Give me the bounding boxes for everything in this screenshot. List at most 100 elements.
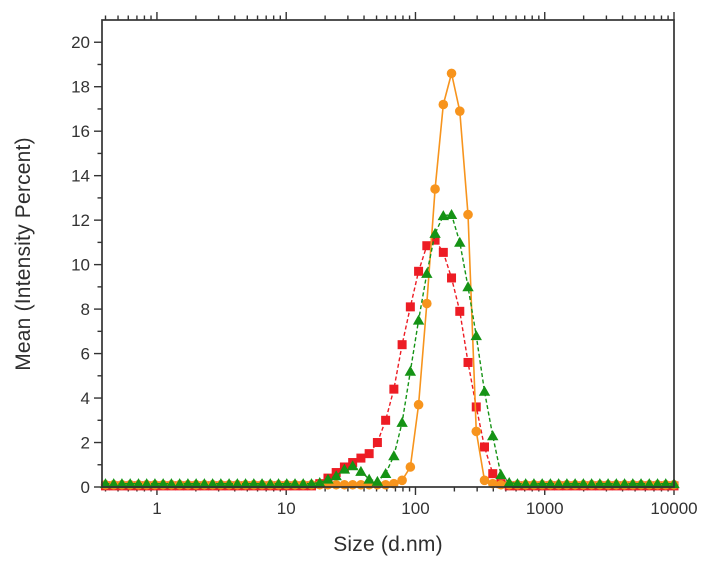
data-point (231, 478, 244, 489)
data-point (437, 210, 450, 221)
data-point (372, 438, 382, 448)
data-point (660, 478, 672, 489)
data-point (165, 478, 178, 489)
x-tick-label: 1000 (526, 499, 564, 518)
data-point (389, 478, 399, 489)
data-point (478, 385, 491, 396)
data-point (272, 478, 285, 489)
data-point (281, 478, 293, 489)
data-point (536, 478, 548, 489)
y-tick-label: 12 (71, 211, 90, 230)
data-point (116, 478, 128, 489)
data-point (635, 478, 647, 489)
x-tick-label: 10000 (650, 499, 697, 518)
data-point (487, 478, 498, 489)
data-point (182, 478, 194, 489)
x-tick-label: 10 (277, 499, 296, 518)
data-point (627, 478, 639, 489)
data-point (206, 478, 219, 489)
x-tick-label: 100 (401, 499, 429, 518)
data-point (330, 470, 342, 481)
data-point (379, 468, 392, 479)
data-point (346, 460, 359, 471)
data-point (610, 478, 623, 489)
data-point (487, 430, 499, 441)
data-point (339, 479, 350, 490)
series-red-squares (101, 235, 679, 491)
data-point (405, 302, 415, 312)
plot-frame (101, 19, 675, 488)
x-tick-label: 1 (152, 499, 161, 518)
y-tick-label: 14 (71, 167, 90, 186)
data-point (544, 478, 557, 489)
data-point (528, 478, 540, 489)
data-point (519, 478, 532, 489)
data-point (495, 469, 507, 480)
data-point (397, 340, 407, 350)
x-axis-title: Size (d.nm) (333, 533, 443, 556)
data-point (463, 209, 473, 220)
data-point (585, 478, 598, 489)
data-point (157, 478, 169, 489)
data-point (331, 479, 341, 490)
data-point (643, 478, 655, 489)
data-point (422, 298, 432, 309)
data-point (397, 475, 407, 486)
data-point (594, 478, 606, 489)
data-point (414, 266, 424, 276)
data-point (173, 478, 186, 489)
data-point (561, 478, 573, 489)
data-point (577, 478, 590, 489)
data-point (140, 478, 153, 489)
y-tick-label: 2 (81, 434, 90, 453)
series-orange-circles (100, 68, 679, 490)
data-point (149, 478, 161, 489)
data-point (356, 479, 366, 490)
y-tick-label: 20 (71, 33, 90, 52)
data-point (412, 314, 425, 325)
data-point (552, 478, 565, 489)
data-point (447, 273, 457, 283)
data-point (289, 478, 301, 489)
data-point (322, 473, 334, 484)
data-point (429, 227, 441, 238)
data-point (198, 478, 211, 489)
data-point (364, 449, 374, 459)
data-point (455, 306, 465, 316)
data-point (471, 402, 481, 412)
data-point (422, 241, 432, 251)
data-point (446, 68, 457, 79)
y-tick-label: 0 (81, 478, 90, 497)
y-axis-title: Mean (Intensity Percent) (12, 137, 35, 371)
y-tick-label: 4 (81, 389, 90, 408)
data-point (297, 478, 309, 489)
data-point (363, 473, 375, 484)
data-point (488, 469, 498, 479)
y-tick-label: 18 (71, 78, 90, 97)
data-point (618, 478, 631, 489)
data-point (338, 463, 351, 474)
data-point (454, 106, 465, 116)
data-point (264, 478, 276, 489)
data-point (124, 478, 136, 489)
data-point (108, 478, 120, 489)
y-tick-label: 10 (71, 256, 90, 275)
data-point (480, 442, 490, 452)
data-point (347, 479, 358, 490)
data-point (602, 478, 614, 489)
data-point (355, 465, 367, 476)
data-point (381, 415, 391, 425)
data-point (305, 478, 318, 489)
data-point (256, 478, 268, 489)
data-point (462, 281, 474, 292)
data-point (132, 478, 145, 489)
data-point (190, 478, 202, 489)
data-point (479, 475, 490, 486)
data-point (413, 399, 424, 410)
data-point (404, 365, 417, 376)
data-point (454, 236, 466, 247)
data-point (430, 235, 440, 245)
data-point (651, 478, 664, 489)
